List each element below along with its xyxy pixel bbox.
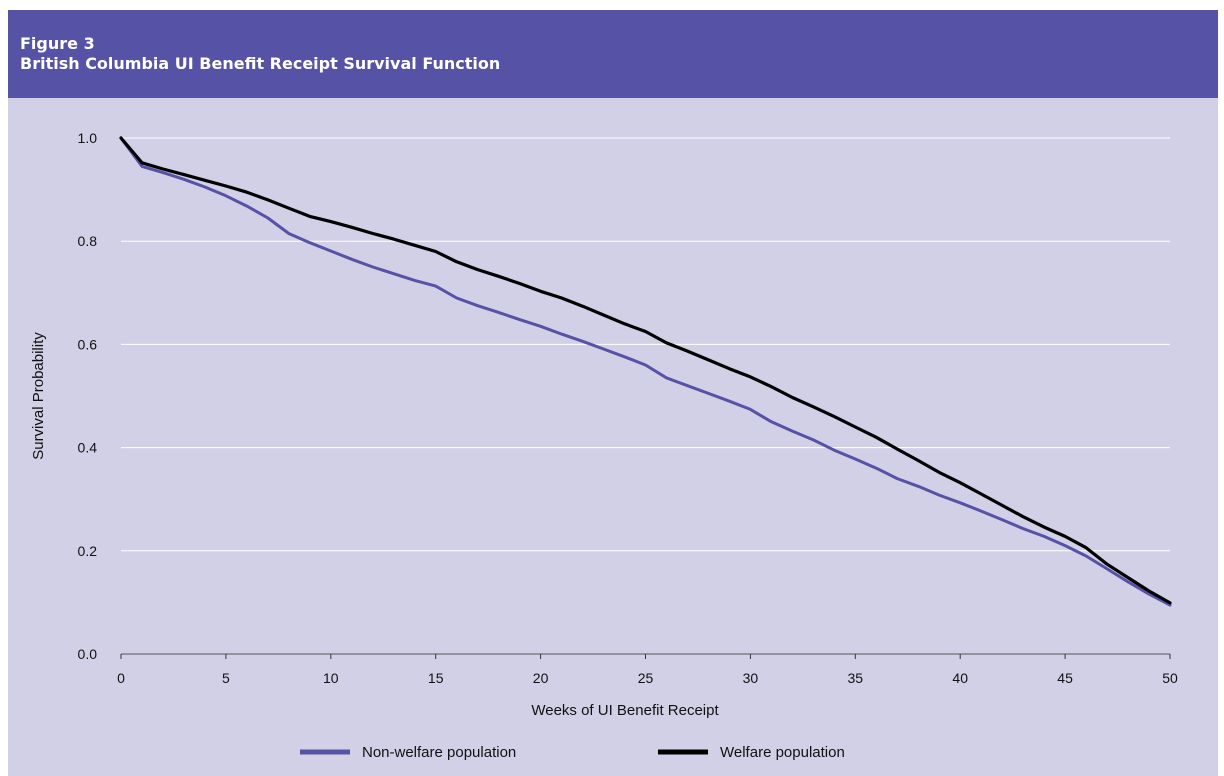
gridlines [121, 137, 1170, 552]
figure-header: Figure 3 British Columbia UI Benefit Rec… [8, 10, 1218, 98]
x-tick-label: 10 [323, 670, 339, 686]
y-tick-label: 0.0 [78, 646, 98, 662]
legend-label-non-welfare: Non-welfare population [362, 744, 516, 761]
x-tick-label: 50 [1162, 670, 1178, 686]
y-tick-label: 0.4 [78, 440, 98, 456]
x-tick-label: 45 [1057, 670, 1073, 686]
x-tick-label: 5 [222, 670, 230, 686]
x-tick-label: 0 [117, 670, 125, 686]
y-axis-ticks: 0.0 0.2 0.4 0.6 0.8 1.0 [78, 130, 98, 662]
y-tick-label: 0.8 [78, 233, 98, 249]
x-axis-ticks: 0 5 10 15 20 25 30 35 40 45 50 [117, 653, 1178, 686]
chart-title: British Columbia UI Benefit Receipt Surv… [20, 54, 501, 73]
series-lines [119, 136, 1172, 607]
x-axis-title: Weeks of UI Benefit Receipt [531, 702, 719, 719]
legend-label-welfare: Welfare population [720, 744, 845, 761]
y-axis-title: Survival Probability [30, 332, 47, 460]
y-tick-label: 0.2 [78, 543, 98, 559]
y-tick-label: 1.0 [78, 130, 98, 146]
series-line-welfare [119, 136, 1172, 605]
figure-label: Figure 3 [20, 34, 95, 53]
x-tick-label: 35 [848, 670, 864, 686]
series-line-non-welfare [119, 136, 1172, 607]
x-tick-label: 30 [743, 670, 759, 686]
x-tick-label: 40 [952, 670, 968, 686]
x-tick-label: 20 [533, 670, 549, 686]
x-tick-label: 25 [638, 670, 654, 686]
y-tick-label: 0.6 [78, 336, 98, 352]
legend: Non-welfare population Welfare populatio… [300, 744, 845, 761]
x-tick-label: 15 [428, 670, 444, 686]
